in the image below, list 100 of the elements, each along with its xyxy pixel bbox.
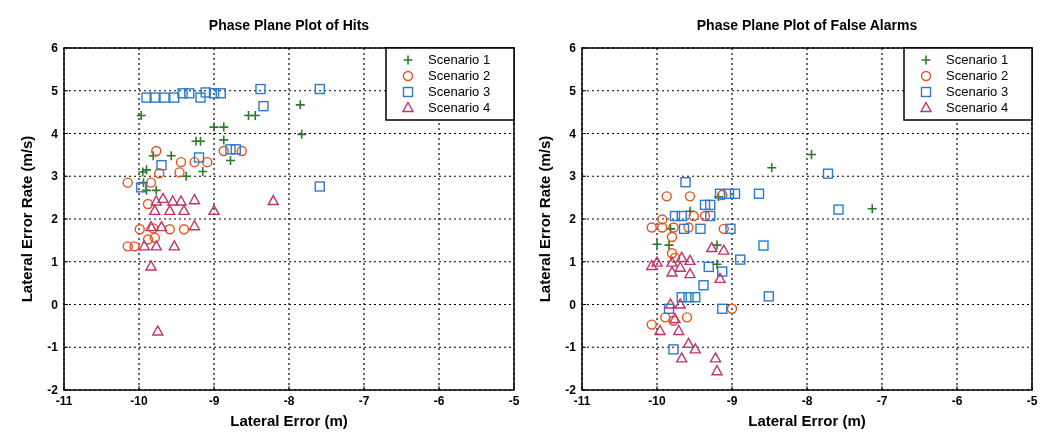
point: [122, 177, 133, 188]
x-tick-label: -9: [726, 394, 738, 408]
point: [822, 168, 833, 179]
point: [174, 167, 185, 178]
point: [763, 291, 774, 302]
point: [136, 182, 147, 193]
point: [134, 224, 145, 235]
point: [694, 223, 706, 235]
point: [155, 220, 168, 232]
point: [218, 121, 230, 133]
y-tick-label: 1: [568, 254, 576, 269]
x-tick-label: -6: [951, 394, 963, 408]
point: [145, 260, 157, 271]
point: [184, 88, 195, 99]
point: [142, 234, 154, 245]
point: [175, 195, 187, 206]
point: [225, 144, 236, 155]
point: [653, 324, 666, 336]
point: [255, 83, 266, 95]
point: [713, 272, 726, 284]
point: [684, 191, 695, 202]
point: [258, 100, 269, 112]
point: [683, 267, 696, 279]
x-tick-label: -7: [876, 394, 888, 408]
point: [188, 220, 201, 231]
point: [218, 145, 229, 157]
y-tick-label: 4: [51, 126, 59, 141]
point: [151, 145, 162, 157]
x-tick-label: -8: [283, 394, 295, 408]
point: [267, 194, 279, 206]
point: [704, 210, 715, 222]
point: [189, 156, 200, 168]
point: [178, 224, 190, 235]
point: [175, 156, 187, 168]
x-tick-label: -8: [801, 394, 813, 408]
x-tick-label: -9: [208, 394, 220, 408]
point: [753, 188, 764, 199]
point: [202, 156, 213, 168]
point: [122, 241, 133, 252]
y-tick-label: 6: [51, 41, 59, 55]
point: [180, 170, 192, 182]
point: [208, 121, 220, 133]
point: [666, 231, 677, 243]
point: [663, 239, 674, 251]
chart-title: Phase Plane Plot of False Alarms: [696, 17, 917, 33]
point: [699, 210, 710, 222]
point: [689, 292, 700, 303]
x-tick-label: -6: [433, 394, 445, 408]
point: [674, 261, 686, 272]
point: [188, 193, 201, 205]
point: [682, 222, 694, 233]
point: [218, 134, 230, 146]
point: [159, 92, 170, 103]
point: [141, 92, 152, 103]
point: [683, 254, 696, 266]
point: [661, 191, 672, 202]
y-tick-label: 3: [568, 169, 576, 184]
point: [645, 259, 657, 271]
point: [832, 204, 844, 215]
point: [734, 254, 745, 265]
legend-label: Scenario 4: [945, 100, 1008, 115]
point: [314, 83, 325, 95]
x-tick-label: -10: [647, 394, 666, 408]
chart-title: Phase Plane Plot of Hits: [208, 17, 370, 33]
point: [675, 352, 687, 363]
point: [156, 159, 167, 171]
point: [650, 256, 663, 267]
point: [208, 204, 220, 216]
y-tick-label: 6: [568, 41, 576, 55]
point: [659, 312, 670, 323]
point: [704, 199, 715, 211]
point: [724, 223, 736, 235]
y-axis-title: Lateral Error Rate (m/s): [18, 135, 35, 303]
point: [164, 224, 175, 235]
point: [646, 222, 657, 233]
point: [149, 232, 160, 244]
legend-label: Scenario 2: [945, 68, 1008, 83]
legend-label: Scenario 1: [945, 52, 1008, 67]
point: [716, 303, 727, 314]
y-tick-label: 0: [568, 297, 576, 312]
point: [294, 99, 306, 111]
point: [866, 203, 878, 215]
point: [646, 319, 657, 330]
point: [167, 195, 179, 206]
point: [675, 251, 687, 263]
point: [137, 166, 149, 178]
y-tick-label: 2: [568, 212, 576, 226]
point: [665, 266, 678, 277]
point: [651, 238, 662, 250]
y-tick-label: -2: [47, 383, 59, 397]
point: [215, 88, 226, 99]
point: [157, 192, 169, 204]
point: [177, 88, 188, 99]
x-tick-label: -5: [1026, 394, 1038, 408]
legend-label: Scenario 2: [428, 68, 491, 83]
point: [195, 92, 206, 103]
point: [682, 337, 694, 349]
point: [149, 204, 161, 216]
point: [703, 261, 714, 273]
y-tick-label: 3: [51, 169, 59, 184]
